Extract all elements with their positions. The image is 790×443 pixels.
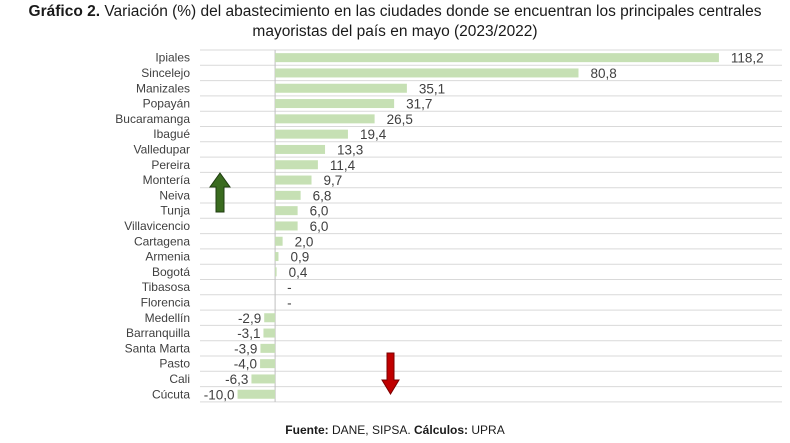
bar bbox=[275, 190, 301, 200]
category-label: Cali bbox=[169, 372, 190, 386]
down-arrow-icon bbox=[381, 352, 400, 395]
category-label: Armenia bbox=[145, 250, 190, 264]
chart-title: Gráfico 2. Variación (%) del abastecimie… bbox=[0, 2, 790, 42]
bar bbox=[275, 83, 407, 93]
source-value: DANE, SIPSA. bbox=[331, 423, 411, 437]
category-label: Medellín bbox=[145, 311, 190, 325]
chart-footer: Fuente: DANE, SIPSA. Cálculos: UPRA bbox=[0, 423, 790, 437]
data-label: 6,8 bbox=[313, 188, 332, 203]
bar bbox=[260, 359, 276, 369]
bar bbox=[275, 99, 395, 109]
data-label: 11,4 bbox=[330, 158, 356, 173]
bar bbox=[275, 129, 348, 139]
calc-value: UPRA bbox=[471, 423, 505, 437]
bar bbox=[263, 328, 276, 338]
data-label: 0,9 bbox=[290, 250, 309, 265]
data-label: -3,9 bbox=[234, 341, 257, 356]
data-label: - bbox=[287, 280, 292, 295]
category-label: Sincelejo bbox=[141, 66, 190, 80]
source-label: Fuente: bbox=[285, 423, 329, 437]
data-label: 13,3 bbox=[337, 142, 363, 157]
data-label: -10,0 bbox=[204, 387, 235, 402]
bar bbox=[237, 389, 276, 399]
data-label: 19,4 bbox=[360, 127, 387, 142]
data-label: 2,0 bbox=[295, 234, 314, 249]
chart-title-line1: Variación (%) del abastecimiento en las … bbox=[104, 3, 762, 20]
category-label: Manizales bbox=[136, 81, 190, 95]
data-label: 6,0 bbox=[310, 204, 329, 219]
category-label: Neiva bbox=[159, 188, 190, 202]
bar bbox=[275, 221, 298, 231]
category-label: Montería bbox=[143, 173, 191, 187]
chart-title-prefix: Gráfico 2. bbox=[28, 3, 101, 20]
bar bbox=[275, 252, 279, 262]
category-label: Florencia bbox=[141, 295, 191, 309]
data-label: 9,7 bbox=[324, 173, 343, 188]
chart-title-line2: mayoristas del país en mayo (2023/2022) bbox=[252, 23, 538, 40]
data-label: 26,5 bbox=[387, 112, 413, 127]
category-label: Villavicencio bbox=[124, 219, 190, 233]
bar bbox=[275, 175, 312, 185]
up-arrow-icon bbox=[209, 172, 231, 213]
data-label: 35,1 bbox=[419, 81, 445, 96]
data-label: -6,3 bbox=[225, 372, 248, 387]
category-label: Valledupar bbox=[134, 142, 190, 156]
data-label: 118,2 bbox=[731, 51, 764, 66]
category-label: Pereira bbox=[151, 158, 190, 172]
category-label: Tunja bbox=[160, 204, 190, 218]
bar bbox=[275, 236, 283, 246]
bar bbox=[264, 313, 276, 323]
data-label: 0,4 bbox=[289, 265, 308, 280]
calc-label: Cálculos: bbox=[414, 423, 469, 437]
bar bbox=[275, 144, 326, 154]
category-label: Cartagena bbox=[134, 234, 190, 248]
data-label: 6,0 bbox=[310, 219, 329, 234]
category-label: Ipiales bbox=[155, 51, 190, 65]
category-label: Tibasosa bbox=[142, 280, 191, 294]
category-label: Santa Marta bbox=[125, 341, 191, 355]
bar bbox=[260, 343, 276, 353]
category-label: Pasto bbox=[159, 357, 190, 371]
category-label: Ibagué bbox=[153, 127, 190, 141]
bar bbox=[275, 68, 579, 78]
bar bbox=[275, 267, 277, 277]
bar bbox=[275, 160, 318, 170]
data-label: -3,1 bbox=[237, 326, 260, 341]
data-label: 31,7 bbox=[406, 97, 432, 112]
data-label: - bbox=[287, 295, 292, 310]
category-label: Cúcuta bbox=[152, 387, 190, 401]
data-label: -2,9 bbox=[238, 311, 261, 326]
category-label: Bucaramanga bbox=[115, 112, 190, 126]
bar bbox=[275, 114, 375, 124]
category-label: Bogotá bbox=[152, 265, 190, 279]
data-label: -4,0 bbox=[234, 357, 257, 372]
bar bbox=[275, 53, 719, 63]
category-label: Barranquilla bbox=[126, 326, 190, 340]
bar bbox=[251, 374, 276, 384]
category-label: Popayán bbox=[143, 97, 190, 111]
data-label: 80,8 bbox=[590, 66, 616, 81]
bar bbox=[275, 206, 298, 216]
